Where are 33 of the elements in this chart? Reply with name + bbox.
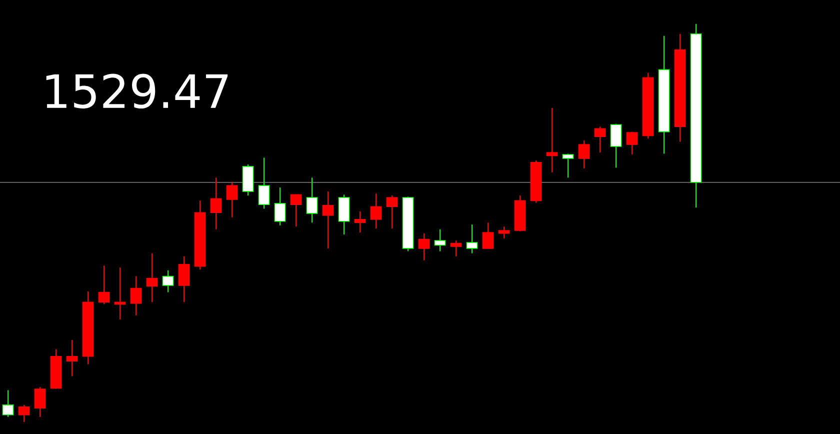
candlestick [162, 270, 174, 293]
candlestick [18, 404, 30, 423]
candlestick [130, 276, 142, 316]
candlestick [66, 340, 78, 377]
candlestick [578, 140, 590, 169]
candlestick [338, 194, 350, 236]
candlestick [562, 153, 574, 178]
candlestick [466, 224, 478, 254]
candlestick [34, 386, 46, 418]
candlestick [258, 157, 270, 210]
candlestick [226, 182, 238, 218]
annotation: 1529.47 [46, 74, 228, 109]
candlestick [354, 210, 366, 234]
candlestick [450, 240, 462, 257]
candlestick [210, 177, 222, 230]
candlestick [498, 226, 510, 239]
candlestick [2, 390, 14, 418]
candlestick [98, 265, 110, 305]
candlestick [482, 222, 494, 249]
candlestick [178, 256, 190, 303]
candlestick [274, 187, 286, 226]
candlestick [146, 252, 158, 303]
candlestick [594, 126, 606, 153]
candlestick [370, 193, 382, 230]
candlestick [434, 228, 446, 252]
candlestick [418, 232, 430, 261]
candlestick [626, 131, 638, 155]
candlestick [306, 177, 318, 224]
candlestick [322, 191, 334, 249]
candlestick [386, 194, 398, 230]
candlestick [610, 123, 622, 168]
candlestick [546, 107, 558, 173]
candlestick [290, 194, 302, 228]
